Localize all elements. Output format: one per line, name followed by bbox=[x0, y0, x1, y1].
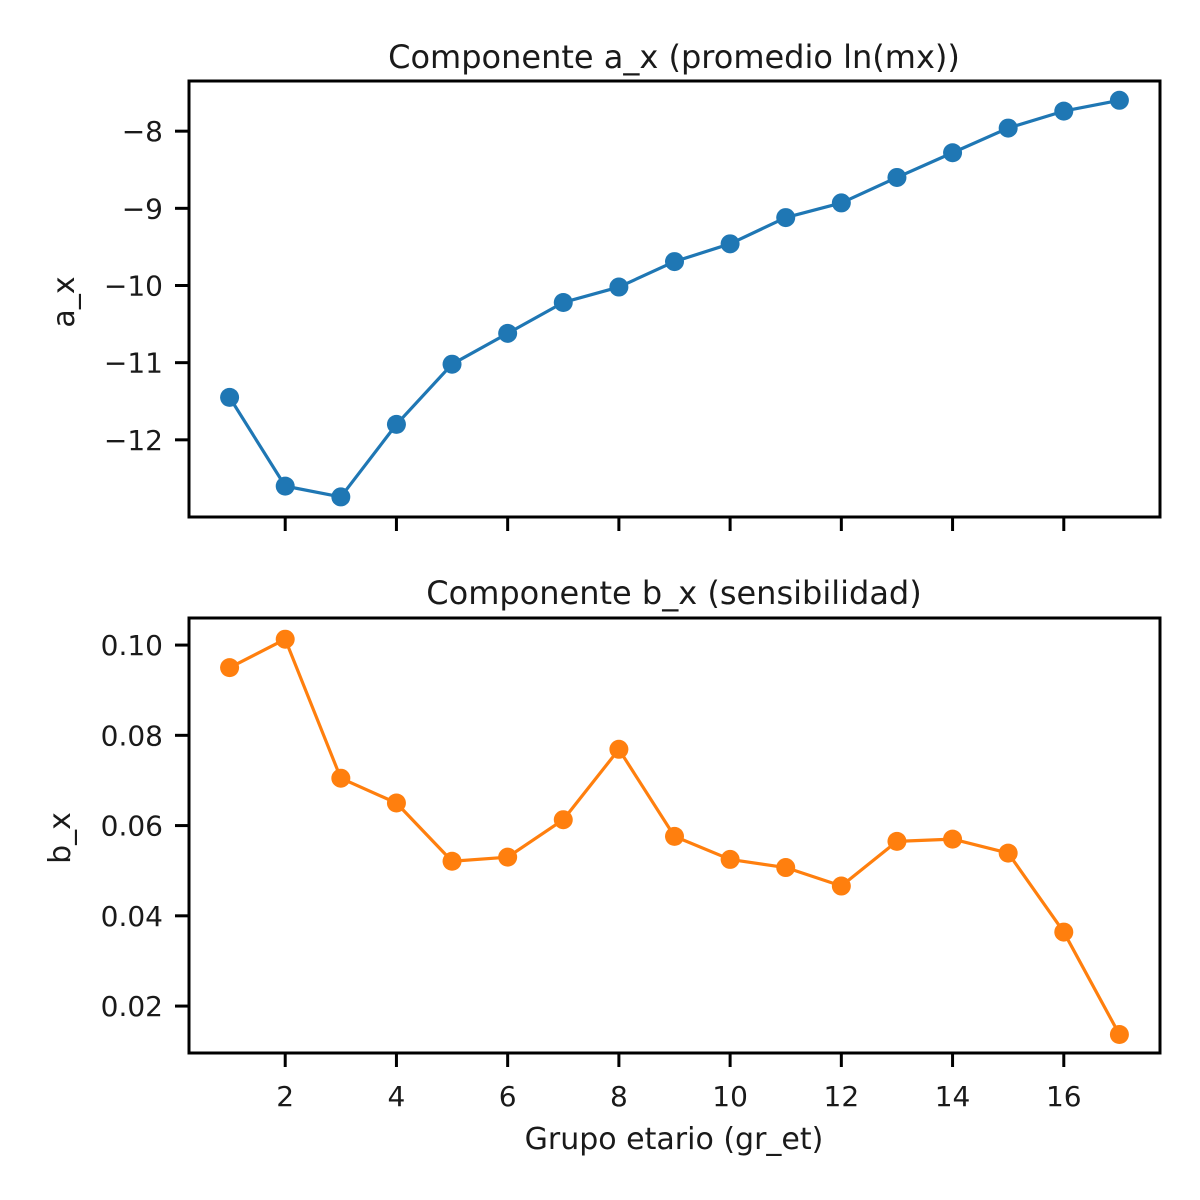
y-tick-label: 0.06 bbox=[101, 810, 163, 843]
data-point bbox=[553, 810, 573, 830]
data-point bbox=[498, 323, 518, 343]
y-tick-label: 0.08 bbox=[101, 719, 163, 752]
x-tick-label: 2 bbox=[276, 1080, 294, 1113]
data-point bbox=[442, 354, 462, 374]
x-axis-label: Grupo etario (gr_et) bbox=[525, 1122, 824, 1157]
y-tick-label: −12 bbox=[104, 424, 163, 457]
series-layer bbox=[220, 629, 1129, 1044]
data-point bbox=[943, 829, 963, 849]
x-tick-label: 10 bbox=[712, 1080, 748, 1113]
y-tick-label: −8 bbox=[122, 115, 163, 148]
data-point bbox=[275, 476, 295, 496]
y-axis-label: a_x bbox=[47, 276, 82, 327]
data-point bbox=[998, 843, 1018, 863]
ticks-layer: −12 −11 −10 −9 −8 bbox=[104, 115, 1066, 531]
data-point bbox=[998, 118, 1018, 138]
subplot-bx: Componente b_x (sensibilidad) b_x Grupo … bbox=[43, 574, 1162, 1157]
y-tick-label: −9 bbox=[122, 192, 163, 225]
data-point bbox=[220, 658, 240, 678]
data-point bbox=[1054, 101, 1074, 121]
data-point bbox=[665, 826, 684, 846]
series-layer bbox=[220, 90, 1129, 507]
data-point bbox=[943, 143, 963, 163]
y-axis-label: b_x bbox=[43, 812, 78, 864]
data-point bbox=[498, 847, 518, 867]
data-point bbox=[665, 252, 684, 272]
data-point bbox=[776, 208, 796, 228]
x-tick-label: 12 bbox=[824, 1080, 860, 1113]
data-point bbox=[720, 234, 740, 254]
data-point bbox=[442, 851, 462, 871]
plot-frame bbox=[187, 616, 1162, 1055]
y-tick-label: −11 bbox=[104, 347, 163, 380]
plot-frame bbox=[187, 79, 1162, 519]
y-tick-label: 0.10 bbox=[101, 629, 163, 662]
data-point bbox=[831, 876, 851, 896]
data-point bbox=[720, 849, 740, 869]
y-tick-label: −10 bbox=[104, 269, 163, 302]
x-tick-label: 8 bbox=[610, 1080, 628, 1113]
x-tick-label: 14 bbox=[935, 1080, 971, 1113]
data-point bbox=[220, 387, 240, 407]
data-point bbox=[609, 739, 629, 759]
chart-title: Componente a_x (promedio ln(mx)) bbox=[388, 38, 960, 76]
ticks-layer: 2 4 6 8 10 12 14 16 0.02 0.04 0.06 0.08 0.10 bbox=[101, 629, 1082, 1113]
x-tick-label: 4 bbox=[388, 1080, 406, 1113]
y-tick-label: 0.04 bbox=[101, 900, 163, 933]
chart-title: Componente b_x (sensibilidad) bbox=[426, 574, 921, 612]
data-point bbox=[331, 487, 351, 507]
data-point bbox=[1054, 922, 1074, 942]
x-tick-label: 6 bbox=[499, 1080, 517, 1113]
data-point bbox=[553, 292, 573, 312]
data-point bbox=[776, 858, 796, 878]
data-point bbox=[386, 793, 406, 813]
data-point bbox=[331, 768, 351, 788]
data-point bbox=[1109, 90, 1129, 110]
data-point bbox=[275, 629, 295, 649]
x-tick-label: 16 bbox=[1046, 1080, 1082, 1113]
y-tick-label: 0.02 bbox=[101, 990, 163, 1023]
data-point bbox=[386, 414, 406, 434]
data-point bbox=[609, 277, 629, 297]
data-point bbox=[1109, 1024, 1129, 1044]
data-point bbox=[831, 193, 851, 213]
data-point bbox=[887, 167, 907, 187]
subplot-ax: Componente a_x (promedio ln(mx)) a_x −12… bbox=[47, 38, 1162, 531]
data-point bbox=[887, 831, 907, 851]
